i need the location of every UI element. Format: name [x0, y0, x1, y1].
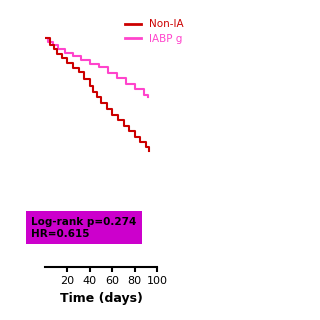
IABP g	[71, 54, 75, 58]
Line: IABP g: IABP g	[45, 38, 148, 97]
IABP g	[56, 43, 60, 47]
Non-IA	[65, 57, 69, 60]
IABP g	[106, 71, 110, 75]
IABP g	[51, 43, 54, 47]
IABP g	[124, 76, 128, 80]
Line: Non-IA: Non-IA	[45, 38, 149, 151]
IABP g	[124, 82, 128, 85]
Non-IA	[127, 124, 131, 128]
IABP g	[43, 36, 47, 40]
Non-IA	[127, 129, 131, 133]
Non-IA	[52, 43, 56, 47]
IABP g	[142, 93, 146, 97]
Non-IA	[82, 77, 86, 81]
IABP g	[88, 61, 92, 65]
Non-IA	[48, 36, 52, 40]
IABP g	[115, 76, 119, 80]
IABP g	[97, 61, 101, 65]
Non-IA	[55, 52, 59, 56]
Non-IA	[99, 101, 103, 105]
Non-IA	[133, 129, 137, 133]
Non-IA	[133, 135, 137, 139]
Non-IA	[139, 140, 142, 144]
Non-IA	[116, 113, 120, 117]
IABP g	[46, 40, 50, 44]
Non-IA	[110, 107, 114, 111]
Non-IA	[148, 145, 151, 149]
IABP g	[146, 95, 150, 99]
Non-IA	[110, 113, 114, 117]
Non-IA	[95, 90, 99, 94]
IABP g	[63, 47, 67, 51]
Non-IA	[55, 47, 59, 51]
Non-IA	[139, 135, 142, 139]
IABP g	[97, 65, 101, 69]
Non-IA	[43, 36, 47, 40]
Non-IA	[144, 145, 148, 149]
IABP g	[79, 58, 83, 62]
IABP g	[71, 51, 75, 54]
Non-IA	[95, 95, 99, 99]
IABP g	[51, 40, 54, 44]
Non-IA	[52, 47, 56, 51]
Legend: Non-IA, IABP g: Non-IA, IABP g	[121, 15, 188, 48]
X-axis label: Time (days): Time (days)	[60, 292, 142, 305]
Non-IA	[99, 95, 103, 99]
Non-IA	[91, 84, 95, 88]
Non-IA	[88, 84, 92, 88]
Non-IA	[148, 149, 151, 153]
Non-IA	[105, 101, 108, 105]
Non-IA	[116, 118, 120, 122]
Text: Log-rank p=0.274
HR=0.615: Log-rank p=0.274 HR=0.615	[31, 217, 137, 238]
Non-IA	[122, 124, 125, 128]
Non-IA	[60, 52, 64, 56]
IABP g	[63, 51, 67, 54]
IABP g	[146, 93, 150, 97]
Non-IA	[65, 61, 69, 65]
Non-IA	[88, 77, 92, 81]
IABP g	[133, 82, 137, 85]
Non-IA	[71, 66, 75, 69]
IABP g	[115, 71, 119, 75]
IABP g	[142, 87, 146, 91]
IABP g	[56, 47, 60, 51]
Non-IA	[76, 70, 80, 74]
Non-IA	[91, 90, 95, 94]
IABP g	[133, 87, 137, 91]
Non-IA	[48, 43, 52, 47]
Non-IA	[105, 107, 108, 111]
Non-IA	[71, 61, 75, 65]
Non-IA	[76, 66, 80, 69]
Non-IA	[144, 140, 148, 144]
IABP g	[79, 54, 83, 58]
IABP g	[46, 36, 50, 40]
IABP g	[88, 58, 92, 62]
Non-IA	[82, 70, 86, 74]
Non-IA	[60, 57, 64, 60]
IABP g	[106, 65, 110, 69]
Non-IA	[122, 118, 125, 122]
